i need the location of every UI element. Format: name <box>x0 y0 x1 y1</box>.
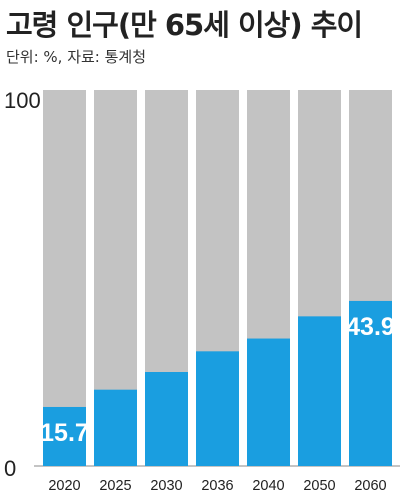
chart-subtitle: 단위: %, 자료: 통계청 <box>6 48 147 66</box>
bar-track-2020 <box>43 90 86 466</box>
bar-2036 <box>196 351 239 466</box>
x-tick-label-2036: 2036 <box>201 478 233 494</box>
chart-title: 고령 인구(만 65세 이상) 추이 <box>6 8 363 42</box>
bar-2040 <box>247 338 290 466</box>
x-tick-label-2030: 2030 <box>150 478 182 494</box>
x-tick-label-2050: 2050 <box>303 478 335 494</box>
bar-2050 <box>298 316 341 466</box>
x-tick-label-2060: 2060 <box>354 478 386 494</box>
bar-2020 <box>43 406 86 466</box>
bar-2060 <box>349 300 392 466</box>
x-tick-label-2040: 2040 <box>252 478 284 494</box>
bar-2025 <box>94 389 137 466</box>
x-tick-label-2020: 2020 <box>48 478 80 494</box>
value-label-2020: 15.7 <box>40 419 89 447</box>
x-tick-label-2025: 2025 <box>99 478 131 494</box>
bar-2030 <box>145 372 188 466</box>
y-tick-label-min: 0 <box>4 456 16 481</box>
value-label-2060: 43.9 <box>346 313 395 341</box>
y-tick-label-max: 100 <box>4 88 41 113</box>
